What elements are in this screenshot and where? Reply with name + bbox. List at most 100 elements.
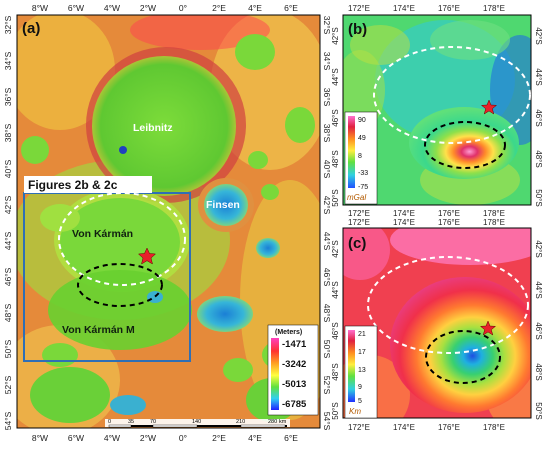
panel-b-y-ticks-right: 42°S 44°S 46°S 48°S 50°S xyxy=(534,27,543,206)
elevation-colorbar xyxy=(271,338,279,410)
panel-c-y-ticks-right: 42°S 44°S 46°S 48°S 50°S xyxy=(534,240,543,419)
von-karman-m-outline xyxy=(424,121,506,169)
y-tick-label: 50°S xyxy=(331,189,340,206)
y-tick-label: 48°S xyxy=(534,363,543,380)
y-tick-label: 54°S xyxy=(322,412,332,431)
landing-site-star xyxy=(480,99,498,115)
panel-a-x-ticks-bottom: 8°W 6°W 4°W 2°W 0° 2°E 4°E 6°E xyxy=(32,433,298,443)
y-tick-label: 54°S xyxy=(3,411,13,430)
x-tick-label: 4°E xyxy=(248,433,262,443)
x-tick-label: 8°W xyxy=(32,433,48,443)
thickness-legend-value: 9 xyxy=(358,384,362,391)
x-tick-label: 178°E xyxy=(483,4,505,13)
y-tick-label: 50°S xyxy=(3,339,13,358)
gravity-legend: 90 49 8 -33 -75 mGal xyxy=(344,111,378,205)
gravity-colorbar xyxy=(348,116,355,188)
panel-b-frame xyxy=(342,14,532,206)
x-tick-label: 4°W xyxy=(104,3,120,13)
x-tick-label: 4°E xyxy=(248,3,262,13)
y-tick-label: 32°S xyxy=(322,16,332,35)
x-tick-label: 174°E xyxy=(393,209,415,218)
y-tick-label: 42°S xyxy=(331,27,340,44)
panel-c-frame xyxy=(342,227,532,419)
y-tick-label: 44°S xyxy=(534,68,543,85)
y-tick-label: 42°S xyxy=(534,240,543,257)
y-tick-label: 38°S xyxy=(322,124,332,143)
thickness-legend: 21 17 13 9 5 Km xyxy=(344,325,378,419)
y-tick-label: 46°S xyxy=(3,267,13,286)
panel-c: (c) 21 17 13 9 5 Km 172°E 174°E 176°E 17… xyxy=(331,218,543,432)
y-tick-label: 48°S xyxy=(3,303,13,322)
y-tick-label: 40°S xyxy=(322,160,332,179)
x-tick-label: 172°E xyxy=(348,218,370,227)
y-tick-label: 44°S xyxy=(534,281,543,298)
landing-site-star xyxy=(479,320,497,336)
topography-map xyxy=(17,15,320,428)
y-tick-label: 48°S xyxy=(331,150,340,167)
y-tick-label: 32°S xyxy=(3,15,13,34)
y-tick-label: 50°S xyxy=(534,402,543,419)
gravity-legend-unit: mGal xyxy=(347,193,366,202)
x-tick-label: 178°E xyxy=(483,218,505,227)
y-tick-label: 46°S xyxy=(331,322,340,339)
elevation-legend-value: -3242 xyxy=(282,359,306,370)
scale-label: 280 xyxy=(268,419,277,425)
y-tick-label: 40°S xyxy=(3,159,13,178)
scale-unit: km xyxy=(279,419,287,425)
thickness-legend-value: 17 xyxy=(358,349,366,356)
gravity-legend-value: -75 xyxy=(358,184,368,191)
y-tick-label: 42°S xyxy=(3,195,13,214)
y-tick-label: 50°S xyxy=(331,402,340,419)
inset-label: Figures 2b & 2c xyxy=(28,178,118,192)
scale-bar: 0 35 70 140 210 280 km xyxy=(105,419,290,428)
von-karman-m-outline xyxy=(425,330,501,384)
thickness-legend-unit: Km xyxy=(349,407,361,416)
y-tick-label: 50°S xyxy=(534,189,543,206)
von-karman-outline xyxy=(373,46,531,144)
panel-c-x-ticks-top: 172°E 174°E 176°E 178°E xyxy=(348,218,505,227)
scale-label: 210 xyxy=(236,419,245,425)
y-tick-label: 44°S xyxy=(331,68,340,85)
y-tick-label: 42°S xyxy=(534,27,543,44)
thickness-legend-value: 5 xyxy=(358,398,362,405)
elevation-legend-value: -6785 xyxy=(282,399,307,410)
elevation-legend: (Meters) -1471 -3242 -5013 -6785 xyxy=(267,324,319,416)
y-tick-label: 50°S xyxy=(322,340,332,359)
gravity-legend-value: -33 xyxy=(358,170,368,177)
von-karman-m-label: Von Kármán M xyxy=(62,324,135,336)
x-tick-label: 6°E xyxy=(284,433,298,443)
x-tick-label: 0° xyxy=(179,433,187,443)
x-tick-label: 176°E xyxy=(438,4,460,13)
gravity-legend-value: 49 xyxy=(358,135,366,142)
x-tick-label: 176°E xyxy=(438,209,460,218)
leibnitz-label: Leibnitz xyxy=(133,122,173,134)
y-tick-label: 46°S xyxy=(331,109,340,126)
y-tick-label: 44°S xyxy=(3,231,13,250)
elevation-legend-unit: (Meters) xyxy=(275,329,302,336)
thickness-colorbar xyxy=(348,330,355,402)
y-tick-label: 44°S xyxy=(322,232,332,251)
panel-b-x-ticks-bottom: 172°E 174°E 176°E 178°E xyxy=(348,209,505,218)
scale-label: 35 xyxy=(128,419,134,425)
y-tick-label: 36°S xyxy=(3,87,13,106)
panel-a-frame xyxy=(16,14,321,429)
y-tick-label: 52°S xyxy=(3,375,13,394)
x-tick-label: 176°E xyxy=(438,423,460,432)
y-tick-label: 52°S xyxy=(322,376,332,395)
x-tick-label: 2°E xyxy=(212,433,226,443)
x-tick-label: 0° xyxy=(179,3,187,13)
y-tick-label: 36°S xyxy=(322,88,332,107)
panel-b-y-ticks-left: 42°S 44°S 46°S 48°S 50°S xyxy=(331,27,340,206)
x-tick-label: 172°E xyxy=(348,423,370,432)
x-tick-label: 172°E xyxy=(348,4,370,13)
y-tick-label: 34°S xyxy=(322,52,332,71)
panel-b-x-ticks-top: 172°E 174°E 176°E 178°E xyxy=(348,4,505,13)
x-tick-label: 2°E xyxy=(212,3,226,13)
gravity-legend-value: 8 xyxy=(358,153,362,160)
x-tick-label: 2°W xyxy=(140,433,156,443)
x-tick-label: 6°W xyxy=(68,433,84,443)
x-tick-label: 178°E xyxy=(483,209,505,218)
thickness-legend-value: 13 xyxy=(358,367,366,374)
y-tick-label: 42°S xyxy=(322,196,332,215)
scale-label: 70 xyxy=(150,419,156,425)
